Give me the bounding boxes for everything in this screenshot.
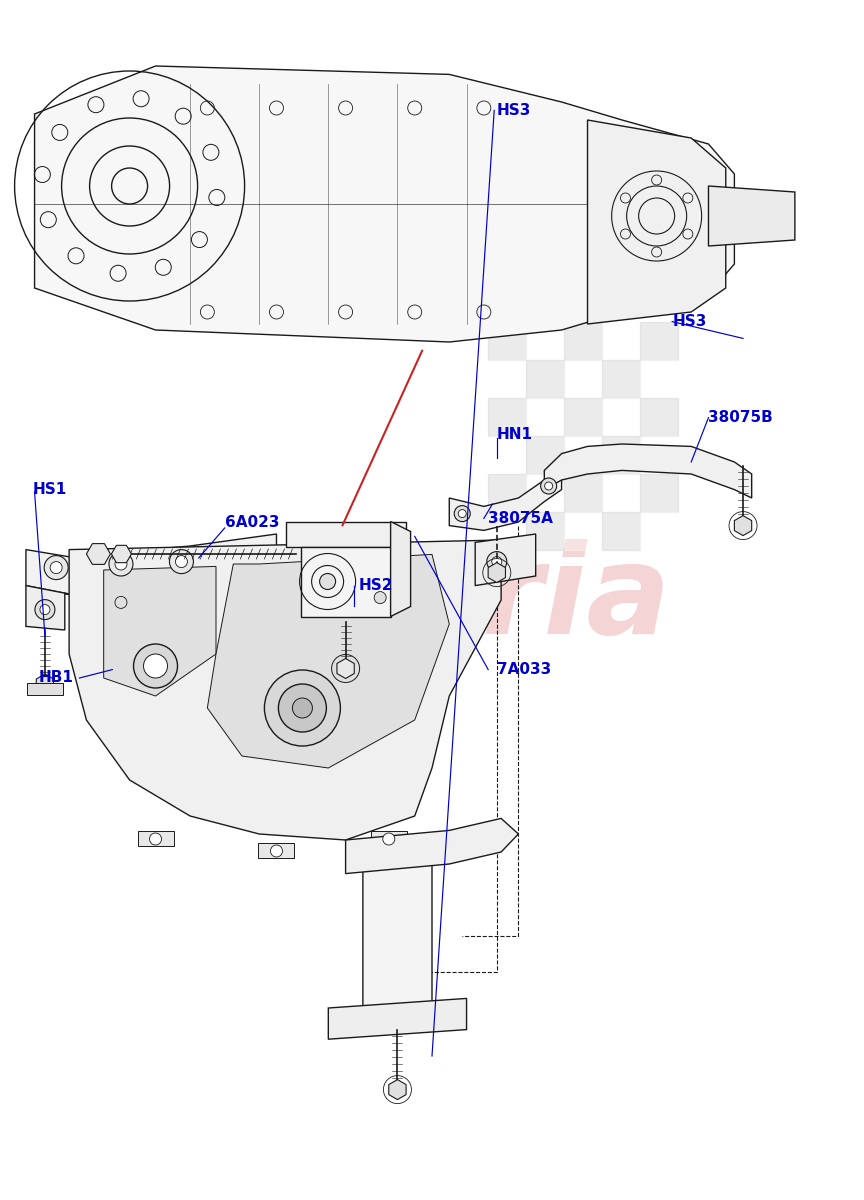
- Bar: [564, 512, 602, 550]
- Circle shape: [35, 600, 55, 619]
- Circle shape: [458, 510, 467, 517]
- Circle shape: [115, 596, 127, 608]
- Bar: [602, 360, 640, 398]
- Bar: [526, 436, 564, 474]
- Bar: [526, 360, 564, 398]
- Circle shape: [109, 552, 133, 576]
- Bar: [602, 474, 640, 512]
- Bar: [640, 436, 678, 474]
- Text: HB1: HB1: [39, 671, 73, 685]
- Bar: [640, 360, 678, 398]
- Bar: [137, 830, 174, 846]
- Text: 38075B: 38075B: [708, 410, 773, 425]
- Bar: [526, 512, 564, 550]
- Bar: [301, 546, 391, 617]
- Circle shape: [134, 644, 177, 688]
- Circle shape: [374, 592, 386, 604]
- Bar: [371, 830, 407, 846]
- Circle shape: [44, 556, 68, 580]
- Bar: [488, 436, 526, 474]
- Bar: [286, 522, 405, 546]
- Polygon shape: [588, 120, 726, 324]
- Bar: [564, 360, 602, 398]
- Text: 38075A: 38075A: [488, 511, 553, 526]
- Circle shape: [544, 482, 553, 490]
- Text: 6A023: 6A023: [225, 515, 279, 529]
- Circle shape: [454, 505, 470, 522]
- Circle shape: [292, 698, 313, 718]
- Circle shape: [270, 845, 283, 857]
- Text: HS3: HS3: [497, 103, 531, 118]
- Polygon shape: [475, 534, 536, 586]
- Polygon shape: [69, 540, 501, 840]
- Polygon shape: [26, 534, 276, 594]
- Bar: [602, 436, 640, 474]
- Text: 7A033: 7A033: [497, 662, 551, 677]
- Circle shape: [486, 552, 507, 571]
- Polygon shape: [708, 186, 795, 246]
- Bar: [602, 398, 640, 436]
- Circle shape: [175, 556, 187, 568]
- Circle shape: [278, 684, 327, 732]
- Bar: [27, 683, 63, 695]
- Circle shape: [383, 833, 395, 845]
- Bar: [258, 842, 295, 858]
- Polygon shape: [26, 586, 69, 630]
- Polygon shape: [104, 566, 216, 696]
- Circle shape: [50, 562, 62, 574]
- Bar: [564, 474, 602, 512]
- Polygon shape: [328, 998, 467, 1039]
- Bar: [526, 322, 564, 360]
- Polygon shape: [207, 554, 449, 768]
- Circle shape: [320, 574, 335, 589]
- Bar: [564, 436, 602, 474]
- Polygon shape: [363, 858, 432, 1014]
- Circle shape: [149, 833, 162, 845]
- Polygon shape: [346, 818, 518, 874]
- Bar: [488, 512, 526, 550]
- Text: HN1: HN1: [497, 427, 533, 442]
- Circle shape: [169, 550, 194, 574]
- Polygon shape: [35, 66, 734, 342]
- Bar: [564, 322, 602, 360]
- Circle shape: [264, 670, 340, 746]
- Bar: [564, 398, 602, 436]
- Bar: [488, 360, 526, 398]
- Circle shape: [115, 558, 127, 570]
- Polygon shape: [391, 522, 410, 617]
- Bar: [488, 322, 526, 360]
- Text: HS1: HS1: [33, 482, 67, 497]
- Bar: [640, 398, 678, 436]
- Text: HS2: HS2: [359, 578, 393, 593]
- Bar: [488, 398, 526, 436]
- Bar: [526, 398, 564, 436]
- Text: HS3: HS3: [672, 314, 707, 329]
- Bar: [488, 474, 526, 512]
- Bar: [640, 474, 678, 512]
- Bar: [602, 322, 640, 360]
- Circle shape: [541, 478, 556, 494]
- Circle shape: [492, 557, 502, 566]
- Bar: [602, 512, 640, 550]
- Text: scuderia: scuderia: [71, 540, 672, 660]
- Polygon shape: [544, 444, 752, 498]
- Text: c          a          r          s: c a r s: [257, 536, 486, 556]
- Bar: [640, 322, 678, 360]
- Bar: [640, 512, 678, 550]
- Polygon shape: [449, 470, 562, 530]
- Circle shape: [143, 654, 168, 678]
- Bar: [526, 474, 564, 512]
- Circle shape: [40, 605, 50, 614]
